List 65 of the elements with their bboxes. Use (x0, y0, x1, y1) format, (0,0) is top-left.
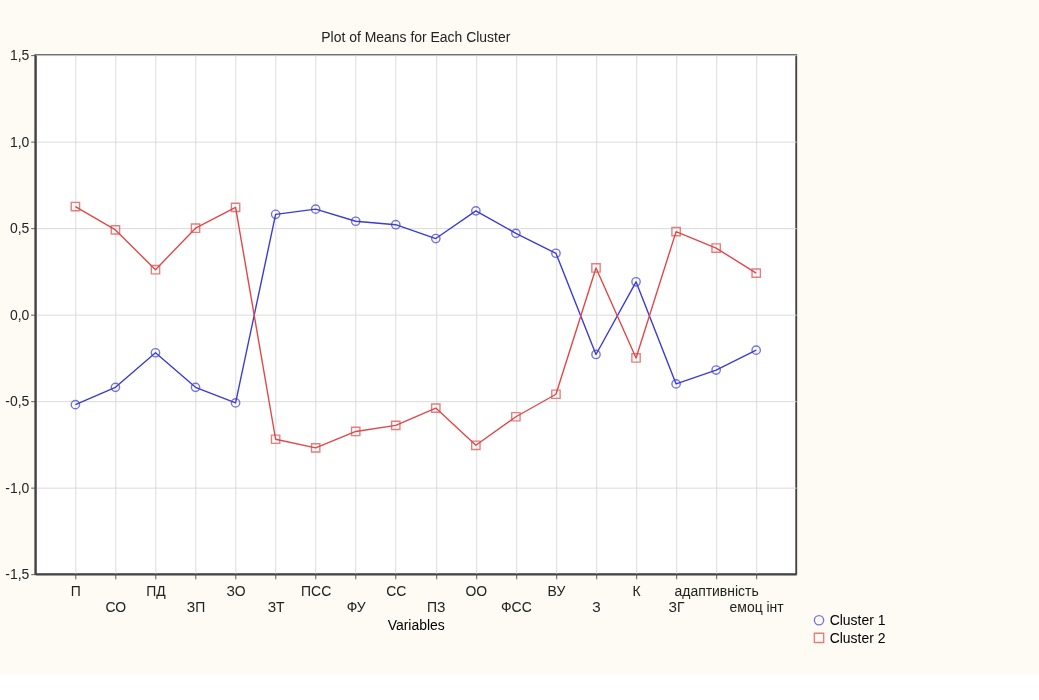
point (471, 206, 481, 216)
point (150, 264, 161, 275)
x-tick-label: ЗТ (267, 598, 285, 615)
point (671, 379, 681, 389)
x-tick-label: СС (386, 583, 407, 600)
point (631, 276, 641, 287)
x-tick-label: ПЗ (427, 598, 446, 615)
point (350, 216, 361, 227)
y-tick-label: 0,5 (9, 220, 30, 237)
point (591, 263, 601, 273)
point (711, 243, 721, 253)
y-tick-label: -1,5 (5, 566, 30, 583)
point (310, 204, 321, 214)
x-tick-label: ЗГ (668, 598, 685, 615)
point (190, 382, 201, 393)
x-tick-label: З (592, 598, 601, 615)
x-tick-label: ЗО (226, 583, 246, 600)
y-tick-label: 1,5 (9, 47, 30, 64)
point (110, 382, 121, 393)
point (631, 353, 641, 363)
point (70, 399, 81, 410)
point (190, 223, 201, 234)
x-tick-label: ЗП (186, 598, 206, 615)
point (430, 233, 441, 244)
point (671, 226, 681, 237)
point (230, 398, 241, 408)
x-axis-title: Variables (387, 616, 445, 633)
point (310, 443, 321, 453)
point (390, 420, 401, 431)
point (270, 434, 281, 445)
x-tick-label: ФСС (501, 598, 532, 615)
x-tick-label: ПД (146, 583, 167, 600)
legend-label: Cluster 2 (829, 629, 886, 646)
point (390, 219, 401, 230)
y-tick-label: 1,0 (9, 133, 30, 150)
point (551, 248, 561, 259)
y-tick-label: -1,0 (5, 479, 30, 496)
chart-title: Plot of Means for Each Cluster (321, 29, 511, 46)
point (150, 347, 161, 358)
point (270, 209, 281, 220)
point (551, 389, 561, 400)
point (110, 225, 121, 235)
point (430, 403, 441, 413)
point (230, 202, 241, 213)
point (751, 268, 762, 279)
point (350, 426, 361, 437)
x-tick-label: СО (105, 598, 127, 615)
y-tick-label: 0,0 (9, 306, 30, 323)
legend-label: Cluster 1 (829, 611, 886, 628)
point (511, 411, 521, 422)
point (471, 440, 481, 451)
point (511, 228, 521, 239)
x-tick-label: адаптивність (674, 583, 759, 600)
point (711, 365, 721, 375)
x-tick-label: ФУ (346, 598, 366, 615)
x-tick-label: К (632, 583, 642, 600)
point (751, 345, 762, 355)
x-tick-label: П (70, 583, 81, 600)
x-tick-label: ОО (465, 583, 488, 600)
x-tick-label: ПСС (301, 583, 332, 600)
point (70, 201, 81, 212)
x-tick-label: емоц інт (729, 598, 785, 615)
x-tick-label: ВУ (547, 583, 566, 600)
point (591, 349, 601, 360)
y-tick-label: -0,5 (5, 393, 30, 410)
